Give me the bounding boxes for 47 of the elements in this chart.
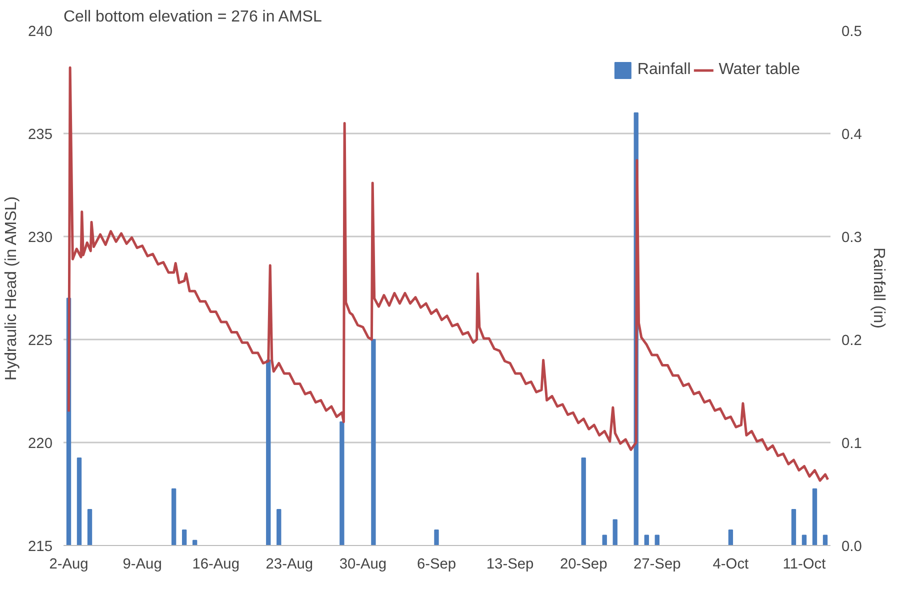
x-tick-label: 13-Sep [486, 556, 534, 572]
bar [791, 508, 796, 546]
y-axis-title: Hydraulic Head (in AMSL) [3, 196, 20, 380]
bar [802, 534, 807, 546]
y2-tick-label: 0.1 [842, 436, 862, 452]
x-tick-label: 30-Aug [339, 556, 387, 572]
x-tick-label: 16-Aug [192, 556, 240, 572]
bar [812, 488, 818, 546]
bar [644, 534, 649, 546]
x-tick-label: 4-Oct [712, 556, 749, 572]
x-tick-label: 9-Aug [122, 556, 162, 572]
y-tick-label: 230 [28, 230, 53, 246]
x-tick-label: 6-Sep [416, 556, 456, 572]
bar [266, 360, 271, 546]
bar [182, 530, 187, 546]
x-tick-label: 23-Aug [266, 556, 314, 572]
y-tick-label: 215 [28, 539, 53, 555]
bar [822, 534, 828, 546]
y2-tick-label: 0.0 [842, 539, 862, 555]
y2-tick-label: 0.2 [842, 333, 862, 349]
y2-axis-title: Rainfall (in) [870, 248, 887, 328]
bar [612, 519, 618, 546]
y2-tick-label: 0.5 [842, 24, 862, 40]
y-tick-label: 235 [28, 127, 53, 143]
x-tick-label: 20-Sep [560, 556, 608, 572]
bar [276, 508, 282, 546]
bar [171, 488, 176, 546]
legend-label: Rainfall [637, 61, 691, 79]
y2-tick-label: 0.3 [842, 230, 862, 246]
x-tick-label: 27-Sep [634, 556, 681, 572]
bar [602, 534, 607, 546]
bar [728, 530, 734, 546]
bar [87, 508, 92, 546]
y-tick-label: 220 [28, 436, 53, 452]
y2-tick-label: 0.4 [842, 127, 862, 143]
y-tick-label: 225 [28, 333, 53, 349]
y-tick-label: 240 [28, 24, 53, 40]
bar [76, 457, 82, 546]
x-tick-label: 2-Aug [49, 556, 88, 572]
legend-label: Water table [718, 61, 800, 79]
x-tick-label: 11-Oct [782, 556, 826, 572]
bar [434, 530, 439, 546]
bar [654, 534, 660, 546]
chart-title: Cell bottom elevation = 276 in AMSL [64, 8, 322, 26]
bar [581, 457, 586, 546]
bar [371, 339, 376, 546]
bar [340, 421, 344, 546]
